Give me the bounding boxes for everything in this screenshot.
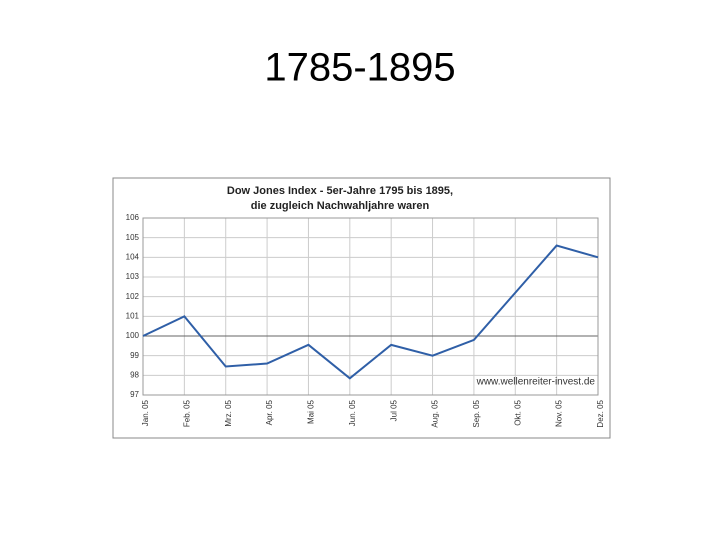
x-tick-label: Sep. 05 — [472, 399, 481, 427]
chart-title: die zugleich Nachwahljahre waren — [251, 200, 430, 212]
x-tick-label: Jul 05 — [389, 399, 398, 421]
x-tick-label: Jan. 05 — [141, 399, 150, 426]
watermark: www.wellenreiter-invest.de — [476, 377, 596, 388]
plot-frame — [142, 217, 599, 396]
data-line — [142, 244, 599, 380]
x-tick-label: Nov. 05 — [555, 399, 564, 427]
chart-title: Dow Jones Index - 5er-Jahre 1795 bis 189… — [227, 185, 453, 197]
y-tick-label: 101 — [126, 311, 140, 320]
x-tick-label: Okt. 05 — [513, 399, 522, 425]
y-tick-label: 97 — [130, 390, 139, 399]
x-tick-label: Mai 05 — [307, 399, 316, 424]
y-tick-label: 99 — [130, 351, 139, 360]
y-tick-label: 103 — [126, 272, 140, 281]
y-tick-label: 102 — [126, 292, 140, 301]
slide-title: 1785-1895 — [264, 46, 455, 90]
y-tick-label: 100 — [126, 331, 140, 340]
x-tick-label: Aug. 05 — [431, 399, 440, 427]
y-tick-label: 98 — [130, 370, 139, 379]
x-tick-label: Jun. 05 — [348, 399, 357, 426]
y-tick-label: 106 — [126, 213, 140, 222]
y-tick-label: 105 — [126, 233, 140, 242]
x-tick-label: Apr. 05 — [265, 399, 274, 425]
x-tick-label: Feb. 05 — [182, 399, 191, 427]
y-tick-label: 104 — [126, 252, 140, 261]
x-tick-label: Dez. 05 — [596, 399, 605, 427]
chart-frame — [112, 177, 611, 439]
x-tick-label: Mrz. 05 — [224, 399, 233, 426]
